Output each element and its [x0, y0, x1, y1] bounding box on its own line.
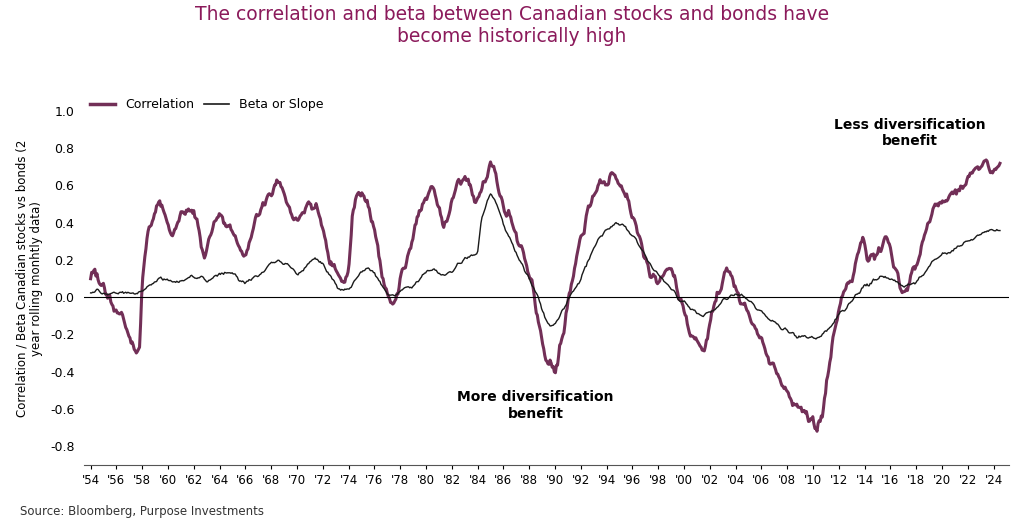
- Text: More diversification
benefit: More diversification benefit: [458, 391, 613, 420]
- Beta or Slope: [810, 336, 822, 342]
- Correlation: [980, 157, 992, 163]
- Beta or Slope: [329, 280, 341, 287]
- Text: Source: Bloomberg, Purpose Investments: Source: Bloomberg, Purpose Investments: [20, 505, 264, 518]
- Correlation: [322, 249, 334, 256]
- Beta or Slope: [923, 264, 935, 270]
- Correlation: [694, 343, 707, 349]
- Beta or Slope: [131, 291, 143, 297]
- Beta or Slope: [994, 228, 1007, 234]
- Correlation: [994, 160, 1007, 166]
- Beta or Slope: [484, 191, 497, 197]
- Y-axis label: Correlation / Beta Canadian stocks vs bonds (2
year rolling monhtly data): Correlation / Beta Canadian stocks vs bo…: [15, 140, 43, 417]
- Beta or Slope: [695, 312, 708, 319]
- Correlation: [922, 221, 934, 227]
- Line: Beta or Slope: Beta or Slope: [90, 194, 1000, 339]
- Correlation: [84, 276, 96, 282]
- Correlation: [131, 348, 143, 355]
- Correlation: [811, 428, 823, 435]
- Beta or Slope: [924, 263, 936, 269]
- Legend: Correlation, Beta or Slope: Correlation, Beta or Slope: [90, 98, 324, 111]
- Correlation: [329, 266, 341, 272]
- Beta or Slope: [84, 290, 96, 296]
- Text: The correlation and beta between Canadian stocks and bonds have
become historica: The correlation and beta between Canadia…: [195, 5, 829, 46]
- Correlation: [923, 219, 935, 225]
- Line: Correlation: Correlation: [90, 160, 1000, 431]
- Beta or Slope: [322, 269, 334, 275]
- Text: Less diversification
benefit: Less diversification benefit: [834, 118, 985, 148]
